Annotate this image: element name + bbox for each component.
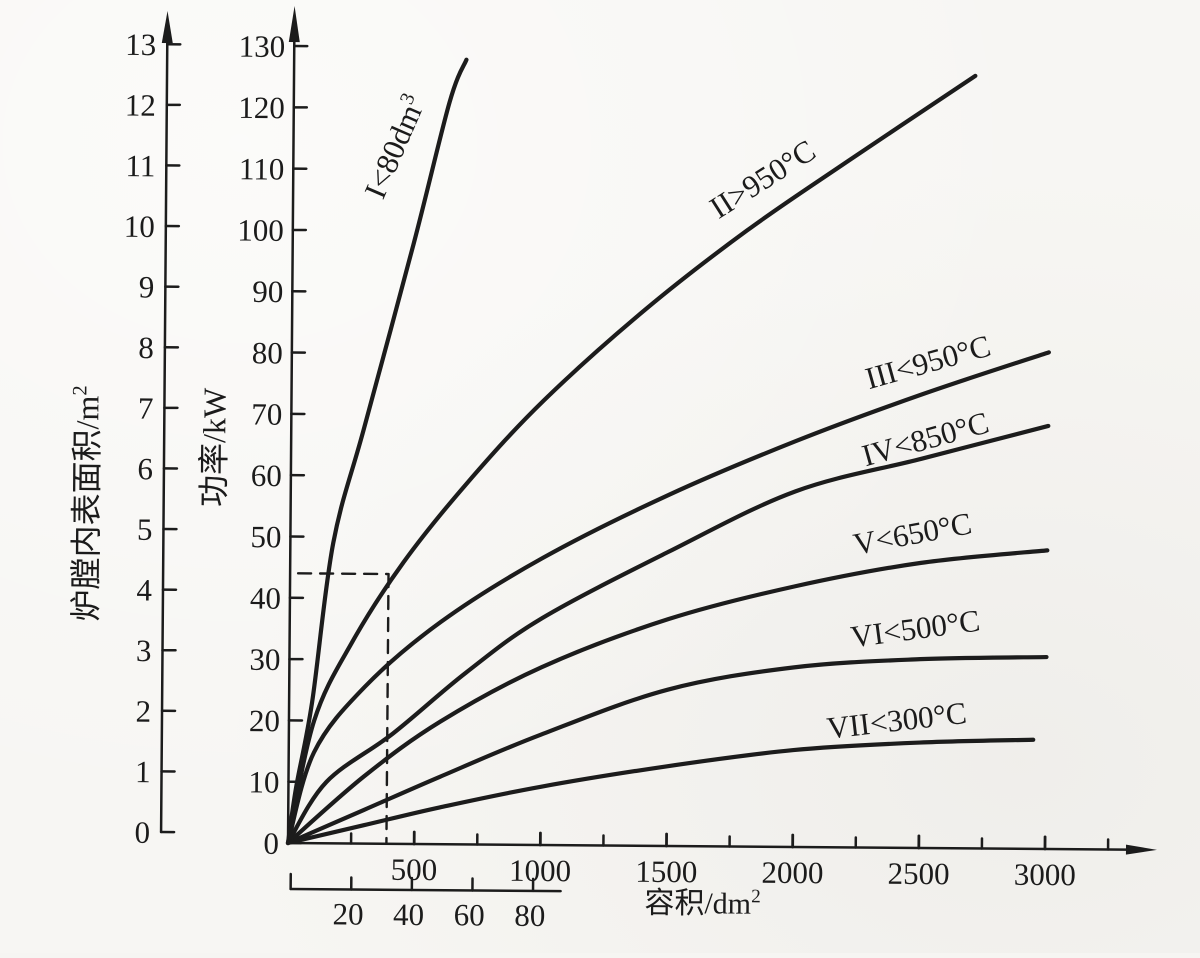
chart-canvas: 012345678910111213炉膛内表面积/m20102030405060… — [65, 4, 1163, 938]
surface-axis-tick-label: 7 — [138, 391, 154, 426]
curve-VI-label: VI<500°C — [849, 603, 982, 655]
surface-axis-tick-label: 4 — [136, 572, 152, 607]
guide-dashed-vertical — [386, 574, 388, 844]
surface-axis-tick-label: 12 — [125, 87, 156, 122]
guide-dashed-horizontal — [298, 573, 388, 574]
curve-V — [288, 544, 1047, 849]
power-axis-tick-label: 110 — [239, 151, 285, 186]
volume-axis-title: 容积/dm2 — [644, 885, 761, 920]
surface-axis-tick-label: 8 — [138, 330, 154, 365]
volume-axis-tick-label: 2500 — [887, 856, 949, 891]
power-axis-tick-label: 120 — [238, 90, 285, 125]
power-axis-tick-label: 40 — [250, 580, 281, 615]
power-axis-line — [288, 36, 294, 843]
power-axis-tick-label: 50 — [250, 519, 281, 554]
curve-IV-label: IV<850°C — [858, 405, 992, 474]
curve-II-label: II>950°C — [703, 132, 821, 225]
power-axis-tick-label: 100 — [237, 213, 284, 248]
volume-axis-tick-label: 500 — [391, 852, 438, 887]
volume-axis-tick-label: 1500 — [635, 854, 697, 889]
power-axis-arrowhead-icon — [289, 6, 300, 42]
power-axis-tick-label: 60 — [251, 458, 282, 493]
volume-axis-tick-label: 2000 — [761, 855, 823, 890]
secondary-scale-line — [291, 889, 561, 891]
surface-axis-tick-label: 13 — [125, 27, 156, 62]
surface-axis-tick-label: 0 — [134, 815, 150, 850]
power-axis-tick-label: 70 — [251, 397, 282, 432]
secondary-scale-tick-label: 40 — [393, 897, 424, 932]
surface-axis-tick-label: 11 — [125, 148, 155, 183]
power-axis-tick-label: 130 — [239, 29, 286, 64]
secondary-scale-tick-label: 80 — [514, 898, 545, 933]
surface-axis-tick-label: 6 — [137, 451, 153, 486]
surface-axis-line — [161, 33, 167, 832]
surface-axis-tick-label: 5 — [137, 512, 153, 547]
power-axis-tick-label: 30 — [249, 642, 280, 677]
surface-axis-tick-label: 3 — [136, 633, 152, 668]
volume-axis-tick-label: 3000 — [1014, 857, 1076, 892]
curve-VII-label: VII<300°C — [825, 695, 968, 746]
power-axis-tick-label: 80 — [252, 335, 283, 370]
surface-axis-arrowhead-icon — [162, 11, 173, 43]
surface-axis-tick-label: 10 — [124, 209, 155, 244]
curve-III-label: III<950°C — [862, 328, 995, 396]
volume-axis-arrowhead-icon — [1126, 845, 1157, 855]
power-axis-tick-label: 90 — [252, 274, 283, 309]
surface-axis-tick-label: 1 — [135, 754, 151, 789]
volume-axis-tick-label: 1000 — [509, 853, 571, 888]
surface-axis-tick-label: 2 — [135, 694, 151, 729]
surface-axis-title: 炉膛内表面积/m2 — [68, 385, 106, 621]
secondary-scale-tick-label: 20 — [332, 896, 363, 931]
curve-V-label: V<650°C — [851, 505, 975, 561]
power-axis-tick-label: 20 — [249, 703, 280, 738]
secondary-scale-tick-label: 60 — [454, 897, 485, 932]
volume-axis-line — [288, 843, 1140, 850]
power-axis-title: 功率/kW — [196, 387, 233, 507]
power-axis-tick-label: 10 — [248, 764, 279, 799]
surface-axis-tick-label: 9 — [139, 269, 155, 304]
power-axis-tick-label: 0 — [263, 826, 279, 861]
curve-I-label: I<80dm3 — [356, 90, 432, 204]
